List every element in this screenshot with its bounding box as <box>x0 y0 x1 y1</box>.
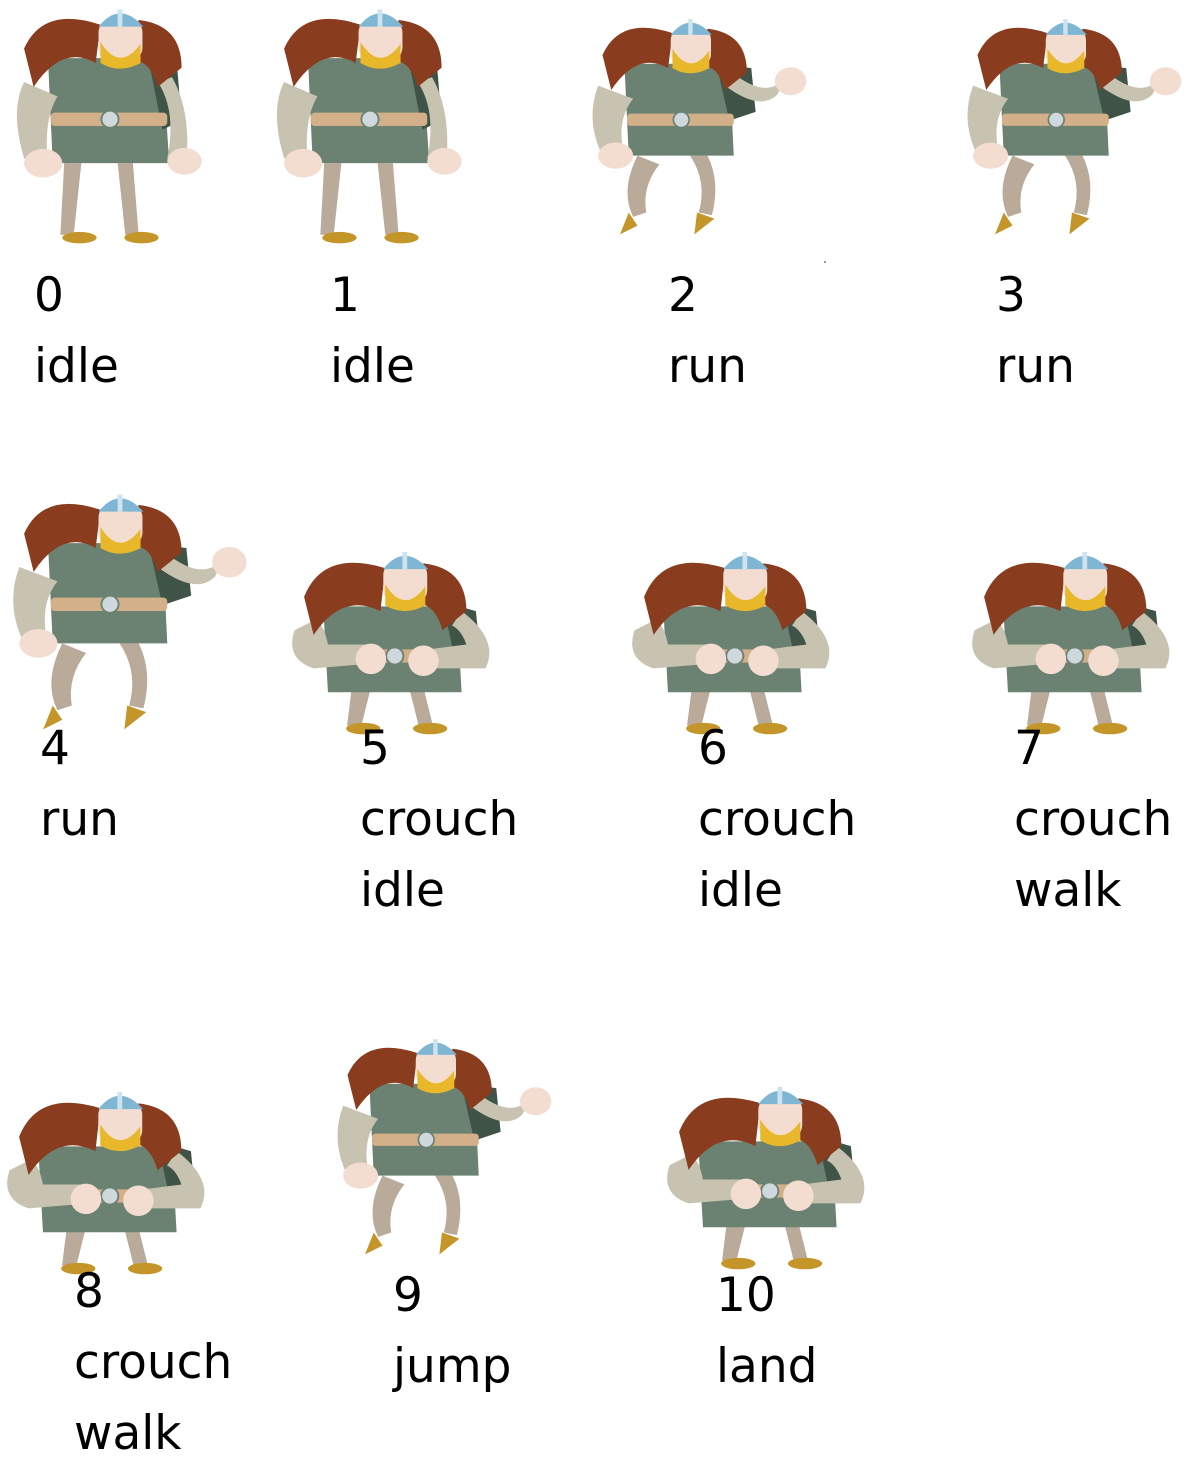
frame-label: 3 run <box>996 260 1075 402</box>
viking-sprite-jump <box>330 1020 553 1270</box>
frame-number: 9 <box>393 1268 423 1323</box>
frame-number: 0 <box>34 268 64 323</box>
frame-label: 9 jump <box>393 1260 511 1402</box>
frame-label: 0 idle <box>34 260 119 402</box>
frame-number: 4 <box>40 721 70 776</box>
frame-number: 5 <box>360 721 390 776</box>
frame-state: idle <box>698 863 783 918</box>
frame-label: 8 crouch walk <box>74 1256 232 1469</box>
frame-state: crouch <box>698 792 857 847</box>
frame-label: 10 land <box>716 1260 817 1402</box>
frame-state: run <box>668 339 747 394</box>
frame-state: idle <box>360 863 445 918</box>
frame-number: 2 <box>668 268 698 323</box>
viking-sprite-idle <box>5 0 215 250</box>
frame-state: land <box>716 1339 818 1394</box>
frame-number: 3 <box>996 268 1026 323</box>
frame-state: jump <box>393 1339 512 1394</box>
frame-label: 5 crouch idle <box>360 713 518 926</box>
frame-state: idle <box>330 339 415 394</box>
frame-state: idle <box>34 339 119 394</box>
viking-sprite-run <box>5 485 248 735</box>
frame-number: 1 <box>330 268 360 323</box>
frame-label: 2 run <box>668 260 747 402</box>
frame-label: 4 run <box>40 713 119 855</box>
frame-number: 8 <box>74 1264 104 1319</box>
frame-label: 6 crouch idle <box>698 713 856 926</box>
frame-state: crouch <box>1014 792 1173 847</box>
frame-state: walk <box>1014 863 1122 918</box>
viking-sprite-idle <box>265 0 475 250</box>
viking-sprite-land <box>660 1045 870 1295</box>
viking-sprite-run <box>585 0 808 250</box>
frame-state: crouch <box>360 792 519 847</box>
frame-state: walk <box>74 1406 182 1461</box>
frame-number: 6 <box>698 721 728 776</box>
viking-sprite-run <box>960 0 1183 250</box>
frame-state: run <box>996 339 1075 394</box>
frame-number: 10 <box>716 1268 776 1323</box>
stray-dot <box>824 261 826 263</box>
frame-state: crouch <box>74 1335 233 1390</box>
frame-label: 7 crouch walk <box>1014 713 1172 926</box>
frame-state: run <box>40 792 119 847</box>
frame-number: 7 <box>1014 721 1044 776</box>
frame-label: 1 idle <box>330 260 415 402</box>
